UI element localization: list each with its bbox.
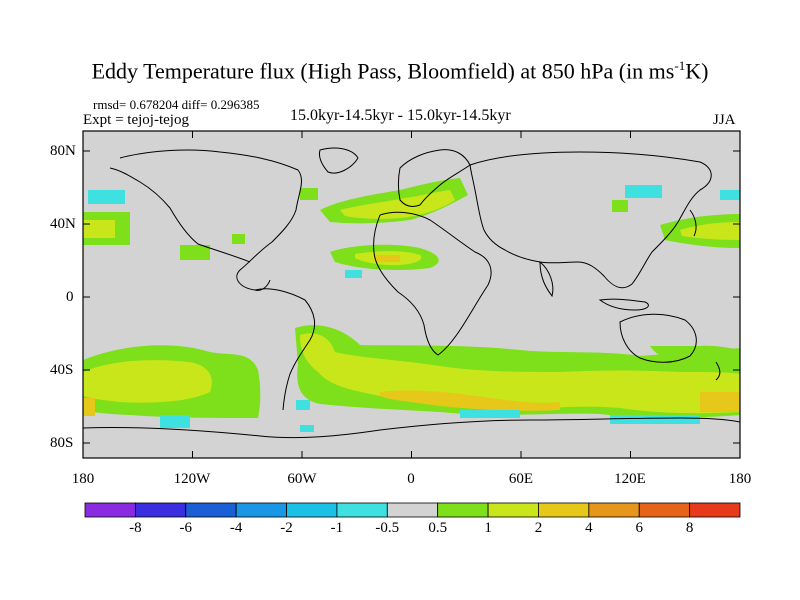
- colorbar-swatch: [134, 502, 187, 518]
- coast-australia: [619, 313, 697, 363]
- coastlines: [83, 147, 740, 439]
- colorbar-swatch: [689, 502, 741, 518]
- neg-north-4: [720, 190, 740, 200]
- season-label: JJA: [713, 112, 736, 128]
- band-south-indian-core: [380, 390, 560, 411]
- band-mexico: [180, 245, 210, 260]
- experiment-label: Expt = tejoj-tejog: [83, 112, 189, 128]
- band-south-pacific-inner: [83, 360, 212, 403]
- band-sahara-core: [375, 255, 400, 262]
- lon-label: 60W: [287, 471, 317, 487]
- coast-new-zealand: [715, 361, 721, 381]
- colorbar-swatch: [437, 502, 489, 518]
- band-china: [612, 200, 628, 212]
- stats-text: rmsd= 0.678204 diff= 0.296385: [93, 97, 260, 112]
- neg-south-2: [460, 410, 520, 418]
- colorbar-swatch: [185, 502, 237, 518]
- band-pacific-south-east: [650, 345, 740, 361]
- colorbar-label: 4: [585, 520, 593, 536]
- neg-south-3: [160, 415, 190, 428]
- coast-antarctica: [83, 417, 740, 439]
- colorbar-label: 0.5: [428, 520, 448, 536]
- band-north-east-pacific-inner: [680, 222, 740, 240]
- period-label: 15.0kyr-14.5kyr - 15.0kyr-14.5kyr: [290, 107, 511, 124]
- colorbar-label: 2: [534, 520, 543, 536]
- lon-label: 60E: [508, 471, 534, 487]
- coast-india: [539, 260, 554, 298]
- neg-south-5: [300, 425, 314, 432]
- neg-north-1: [88, 190, 125, 204]
- contour-fill: [83, 178, 740, 432]
- lat-label: 0: [66, 289, 74, 305]
- colorbar-label: 1: [484, 520, 492, 536]
- lon-label: 180: [71, 471, 95, 487]
- colorbar-label: -8: [129, 520, 142, 536]
- lon-label: 120E: [614, 471, 646, 487]
- lon-label: 180: [728, 471, 752, 487]
- plot-title: Eddy Temperature flux (High Pass, Bloomf…: [91, 58, 709, 84]
- coast-north-america: [109, 149, 302, 291]
- lat-label: 40S: [50, 362, 74, 378]
- colorbar-label: -2: [280, 520, 293, 536]
- colorbar-swatch: [638, 502, 691, 518]
- neg-south-1: [296, 400, 310, 410]
- band-caribbean: [232, 234, 245, 244]
- coast-africa: [373, 211, 492, 356]
- coast-europe: [398, 149, 471, 207]
- coast-indonesia: [598, 298, 649, 311]
- colorbar-label: -0.5: [375, 520, 400, 536]
- neg-north-3: [345, 270, 362, 278]
- lat-label: 80S: [50, 435, 74, 451]
- coast-south-america: [254, 288, 316, 411]
- band-south-east-core: [700, 392, 740, 412]
- lon-label: 0: [407, 471, 415, 487]
- colorbar-swatch: [487, 502, 539, 518]
- neg-south-4: [610, 415, 700, 424]
- colorbar-swatch: [286, 502, 338, 518]
- colorbar-swatch: [336, 502, 388, 518]
- colorbar-label: 6: [635, 520, 643, 536]
- lat-label: 40N: [50, 216, 76, 232]
- coast-greenland: [319, 147, 359, 174]
- colorbar-swatch: [588, 502, 640, 518]
- band-north-pacific-inner: [83, 220, 115, 238]
- colorbar-label: -6: [179, 520, 193, 536]
- colorbar-swatch: [235, 502, 287, 518]
- colorbar-label: -1: [330, 520, 344, 536]
- coast-japan: [689, 209, 697, 237]
- neg-north-2: [625, 185, 662, 198]
- colorbar-swatch: [538, 502, 590, 518]
- colorbar-swatch: [84, 502, 136, 518]
- lon-label: 120W: [173, 471, 211, 487]
- axis-ticks: [83, 131, 740, 458]
- colorbar-label: -4: [229, 520, 243, 536]
- band-west-us: [300, 188, 318, 200]
- colorbar-swatch: [386, 502, 439, 518]
- band-south-pacific-core: [83, 398, 95, 416]
- colorbar: [84, 502, 741, 518]
- coast-asia: [469, 151, 712, 289]
- colorbar-label: 8: [685, 520, 694, 536]
- lat-label: 80N: [50, 143, 76, 159]
